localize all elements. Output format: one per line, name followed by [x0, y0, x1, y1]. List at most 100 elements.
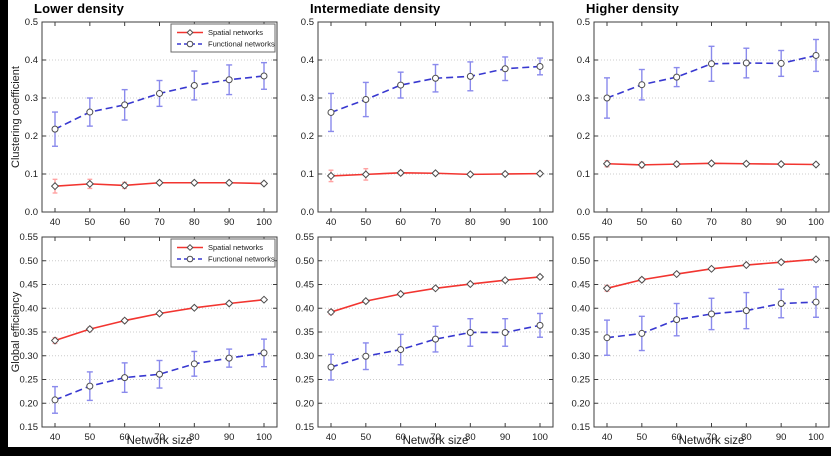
series-functional: [52, 61, 267, 147]
axes-box: [317, 21, 554, 213]
x-tick-label: 40: [602, 217, 613, 228]
y-tick-label: 0.25: [20, 375, 39, 386]
x-tick-label: 90: [224, 432, 235, 443]
marker-circle: [432, 74, 439, 82]
y-tick-label: 0.35: [20, 327, 39, 338]
marker-circle: [260, 72, 268, 80]
x-axis-label-middle: Network size: [402, 435, 469, 447]
x-tick-label: 80: [465, 217, 476, 228]
marker-diamond: [742, 260, 751, 270]
y-tick-label: 0.0: [25, 207, 38, 218]
x-tick-label: 60: [671, 432, 682, 443]
y-tick-label: 0.45: [572, 280, 591, 291]
series-spatial: [328, 274, 543, 316]
marker-circle: [86, 382, 94, 390]
series-markers-functional: [51, 72, 268, 133]
legend: Spatial networks Functional networks: [170, 238, 276, 268]
legend-label: Spatial networks: [208, 243, 263, 252]
x-tick-label: 40: [326, 432, 337, 443]
y-tick-label: 0.55: [296, 232, 315, 243]
series-markers-spatial: [50, 295, 269, 345]
y-tick-label: 0.55: [20, 232, 39, 243]
marker-circle: [466, 72, 474, 80]
marker-diamond: [602, 284, 612, 293]
marker-diamond: [326, 171, 336, 181]
marker-circle: [121, 101, 129, 109]
y-tick-label: 0.5: [25, 17, 38, 28]
marker-diamond: [259, 179, 269, 188]
subplot-clustering-intermediate: 40 50 60 70 80 90 100 0.0 0.1 0.2 0.3 0.4 0.5: [301, 17, 554, 228]
x-tick-label: 70: [154, 217, 165, 228]
marker-circle: [156, 89, 163, 97]
x-tick-label: 90: [776, 432, 787, 443]
series-line: [54, 298, 265, 342]
marker-circle: [638, 329, 646, 337]
subplot-title-higher-density: Higher density: [586, 1, 680, 16]
x-axis-label-right: Network size: [678, 435, 745, 447]
y-tick-label: 0.25: [572, 375, 591, 386]
marker-circle: [156, 370, 163, 378]
y-tick-label: 0.1: [577, 169, 590, 180]
marker-circle: [190, 81, 198, 89]
marker-circle: [777, 300, 785, 307]
marker-circle: [51, 396, 59, 404]
x-tick-label: 100: [256, 217, 272, 228]
marker-circle: [603, 334, 611, 342]
series-markers-spatial: [602, 159, 821, 169]
x-tick-label: 70: [154, 432, 165, 443]
y-tick-label: 0.45: [296, 280, 315, 291]
y-tick-label: 0.0: [577, 207, 590, 218]
marker-circle: [121, 374, 129, 382]
marker-diamond: [225, 178, 234, 187]
marker-circle: [708, 60, 715, 68]
marker-circle: [501, 65, 509, 73]
marker-circle: [362, 352, 370, 360]
y-tick-label: 0.15: [20, 422, 39, 433]
y-tick-label: 0.5: [577, 17, 590, 28]
marker-diamond: [120, 181, 129, 190]
marker-diamond: [637, 160, 646, 169]
x-tick-label: 60: [395, 217, 406, 228]
marker-diamond: [535, 272, 545, 282]
x-axis-label-left: Network size: [126, 435, 193, 447]
legend: Spatial networks Functional networks: [170, 23, 276, 53]
series-markers-functional: [51, 349, 268, 404]
x-tick-label: 50: [85, 432, 96, 443]
marker-circle: [673, 316, 681, 324]
marker-diamond: [120, 316, 129, 325]
legend-label: Functional networks: [208, 40, 275, 49]
marker-circle: [708, 310, 715, 318]
marker-circle: [603, 94, 611, 102]
marker-diamond: [707, 159, 716, 168]
subplot-clustering-higher: 40 50 60 70 80 90 100 0.0 0.1 0.2 0.3 0.4 0.5: [577, 17, 830, 228]
x-tick-label: 90: [500, 217, 511, 228]
x-tick-label: 70: [706, 217, 717, 228]
marker-circle: [673, 73, 681, 81]
x-tick-label: 60: [119, 217, 130, 228]
y-tick-label: 0.35: [296, 327, 315, 338]
marker-circle: [742, 59, 750, 67]
series-functional: [328, 56, 543, 133]
x-tick-label: 40: [50, 217, 61, 228]
marker-diamond: [637, 275, 646, 284]
marker-diamond: [361, 297, 370, 306]
marker-diamond: [602, 159, 612, 168]
marker-diamond: [501, 276, 510, 285]
marker-circle: [466, 328, 474, 336]
marker-circle: [225, 354, 233, 362]
series-markers-functional: [327, 62, 544, 116]
marker-circle: [51, 125, 59, 133]
x-tick-label: 50: [637, 217, 648, 228]
marker-diamond: [777, 160, 786, 169]
marker-circle: [225, 76, 233, 84]
series-functional: [604, 38, 819, 119]
marker-diamond: [811, 255, 821, 264]
y-tick-label: 0.35: [572, 327, 591, 338]
legend-marker-circle: [186, 40, 194, 48]
marker-diamond: [672, 160, 681, 169]
marker-circle: [742, 307, 750, 315]
x-tick-label: 70: [430, 217, 441, 228]
y-tick-label: 0.45: [20, 280, 39, 291]
marker-diamond: [225, 299, 234, 308]
